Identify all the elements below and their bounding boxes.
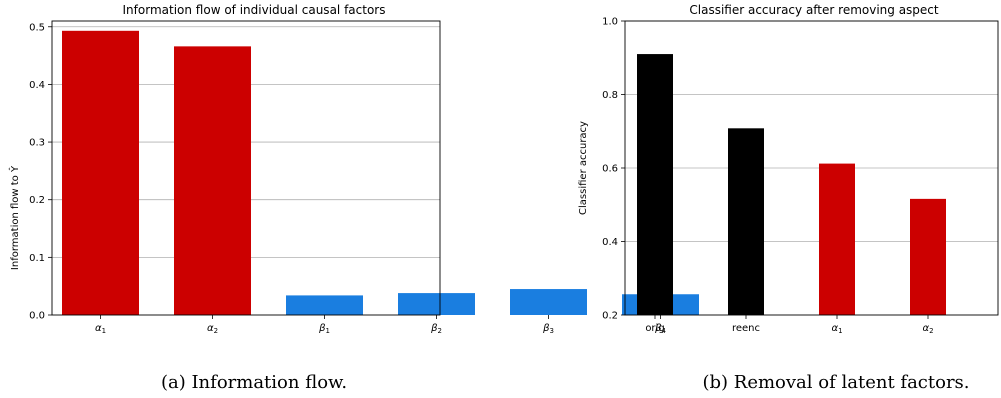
y-axis-label: Information flow to Ŷ	[8, 165, 21, 270]
bar-reenc	[728, 128, 764, 315]
bar-α2	[910, 198, 946, 315]
caption: (b) Removal of latent factors.	[702, 372, 969, 393]
y-tick-label: 1.0	[602, 17, 618, 28]
y-tick-label: 0.4	[602, 237, 618, 248]
chart-title: Information flow of individual causal fa…	[123, 3, 386, 17]
chart-information-flow: Information flow of individual causal fa…	[8, 3, 699, 393]
bar-α1	[62, 30, 139, 316]
x-tick-label: β3	[542, 323, 554, 335]
y-tick-label: 0.6	[602, 164, 618, 175]
bar-β1	[286, 295, 363, 315]
y-tick-label: 0.2	[29, 195, 45, 206]
caption: (a) Information flow.	[161, 372, 347, 393]
x-tick-label: α1	[95, 323, 106, 335]
plot-frame	[51, 20, 441, 316]
bar-β2	[398, 293, 475, 315]
x-tick-label: α1	[831, 323, 842, 335]
y-tick-label: 0.4	[29, 80, 45, 91]
y-axis-label: Classifier accuracy	[578, 121, 589, 215]
x-tick-label: β1	[318, 323, 330, 335]
y-tick-label: 0.3	[29, 138, 45, 149]
y-tick-label: 0.0	[29, 311, 45, 322]
x-tick-label: β2	[430, 323, 442, 335]
bar-orig	[637, 54, 673, 315]
y-tick-label: 0.8	[602, 90, 618, 101]
x-tick-label: α2	[922, 323, 933, 335]
bar-β3	[510, 289, 587, 315]
chart-classifier-accuracy: Classifier accuracy after removing aspec…	[578, 3, 999, 393]
bar-α1	[819, 163, 855, 315]
y-tick-label: 0.5	[29, 22, 45, 33]
x-tick-label: reenc	[732, 323, 760, 334]
bar-α2	[174, 46, 251, 315]
x-tick-label: β4	[654, 323, 666, 335]
y-tick-label: 0.2	[602, 311, 618, 322]
x-tick-label: α2	[207, 323, 218, 335]
chart-title: Classifier accuracy after removing aspec…	[689, 3, 939, 17]
x-tick-label: orig	[645, 323, 664, 334]
y-tick-label: 0.1	[29, 253, 45, 264]
